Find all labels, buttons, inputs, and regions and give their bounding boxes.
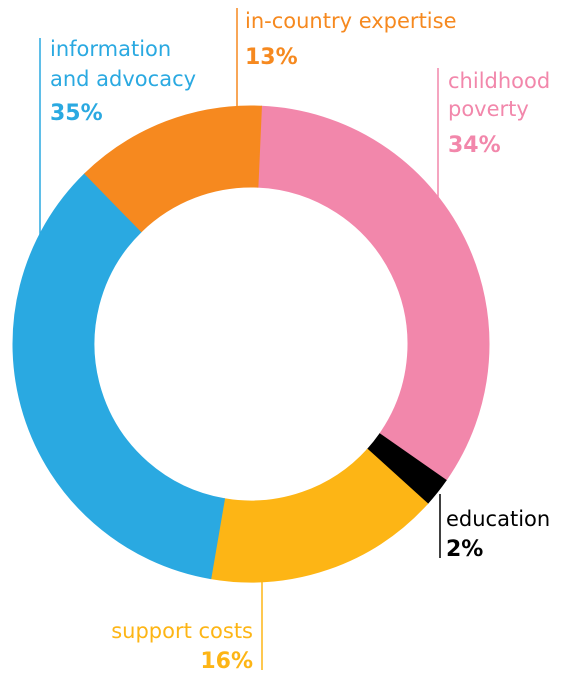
value-education: 2% [446,537,483,562]
label-information-and-advocacy: information and advocacy [50,37,196,91]
label-support-costs: support costs [111,619,253,643]
label-childhood-poverty: childhood poverty [448,69,557,121]
slice-childhood-poverty [257,105,490,481]
label-education: education [446,507,550,531]
value-information-and-advocacy: 35% [50,101,103,126]
slice-information-and-advocacy [12,172,226,580]
value-in-country-expertise: 13% [245,45,298,70]
value-support-costs: 16% [200,649,253,673]
value-childhood-poverty: 34% [448,133,501,158]
donut-slices [12,105,490,583]
slice-in-country-expertise [84,105,262,233]
label-in-country-expertise: in-country expertise [245,9,457,33]
